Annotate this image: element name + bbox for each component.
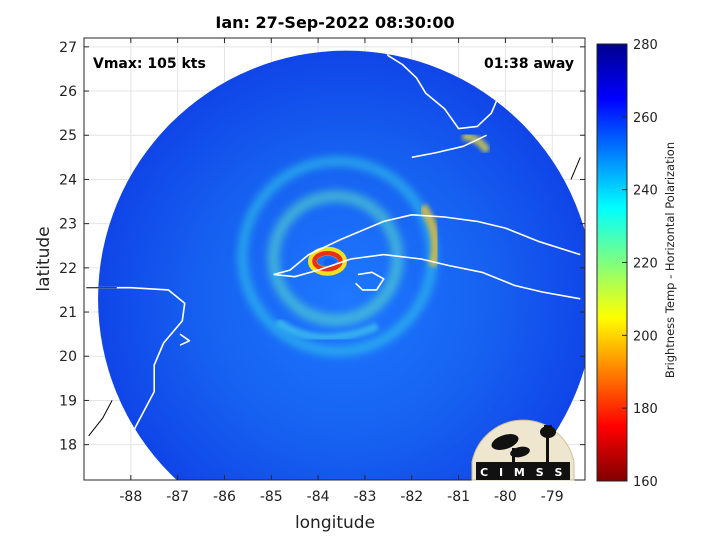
colorbar-tick-label: 220 xyxy=(633,257,658,272)
x-tick-label: -80 xyxy=(494,489,517,505)
x-tick-label: -87 xyxy=(166,489,189,505)
x-tick-label: -84 xyxy=(307,489,330,505)
colorbar-tick-label: 180 xyxy=(633,402,658,417)
x-tick-label: -88 xyxy=(119,489,142,505)
coastlines-outside xyxy=(86,157,581,437)
inner-band xyxy=(267,190,404,327)
y-tick-label: 26 xyxy=(59,84,77,100)
y-tick-label: 25 xyxy=(59,128,77,144)
coastline-segment xyxy=(273,214,581,276)
colorbar: 160 180 200 220 240 260 280 Brightness Temp - … xyxy=(596,38,677,490)
swath-layer xyxy=(86,50,585,480)
cimss-logo: C I M S S xyxy=(471,419,575,481)
y-axis-title: latitude xyxy=(34,226,54,291)
x-tick-label: -85 xyxy=(260,489,283,505)
axes-frame xyxy=(83,37,586,481)
y-tick-label: 22 xyxy=(59,261,77,277)
time-away-label: 01:38 away xyxy=(484,56,574,72)
coastline-segment xyxy=(273,253,581,300)
colorbar-title: Brightness Temp - Horizontal Polarizatio… xyxy=(663,142,677,378)
y-tick-label: 23 xyxy=(59,217,77,233)
y-tick-label: 20 xyxy=(59,349,77,365)
x-tick-label: -83 xyxy=(353,489,376,505)
band-yellow-east xyxy=(418,203,441,268)
colorbar-ticks: 160 180 200 220 240 260 280 xyxy=(622,38,658,490)
vmax-label: Vmax: 105 kts xyxy=(93,56,206,72)
cimss-logo-text: C I M S S xyxy=(480,466,566,479)
colorbar-tick-label: 240 xyxy=(633,184,658,199)
y-tick-label: 27 xyxy=(59,40,77,56)
x-tick-label: -81 xyxy=(447,489,470,505)
band-south xyxy=(275,317,380,342)
y-tick-label: 24 xyxy=(59,172,77,188)
coastline-segment xyxy=(411,134,488,159)
coastlines xyxy=(98,50,585,472)
colorbar-tick-label: 200 xyxy=(633,329,658,344)
colorbar-tick-label: 280 xyxy=(633,38,658,53)
x-axis-title: longitude xyxy=(295,513,375,533)
x-tick-label: -79 xyxy=(541,489,564,505)
y-tick-label: 21 xyxy=(59,305,77,321)
x-tick-label: -82 xyxy=(400,489,423,505)
y-tick-label: 19 xyxy=(59,393,77,409)
x-tick-label: -86 xyxy=(213,489,236,505)
coastline-outside-segment xyxy=(88,400,113,437)
colorbar-tick-label: 160 xyxy=(633,475,658,490)
coastline-outside-segment xyxy=(570,157,581,180)
axis-ticks: -88 -87 -86 -85 -84 -83 -82 -81 -80 -79 18 19 20 21 22… xyxy=(59,38,585,505)
colorbar-tick-label: 260 xyxy=(633,111,658,126)
coastline-segment xyxy=(179,333,191,346)
coastline-segment xyxy=(355,271,385,291)
coastline-segment xyxy=(98,286,186,450)
eyewall-core xyxy=(312,250,343,272)
chart-title: Ian: 27-Sep-2022 08:30:00 xyxy=(215,13,454,32)
y-tick-label: 18 xyxy=(59,438,77,454)
eye xyxy=(323,258,336,267)
